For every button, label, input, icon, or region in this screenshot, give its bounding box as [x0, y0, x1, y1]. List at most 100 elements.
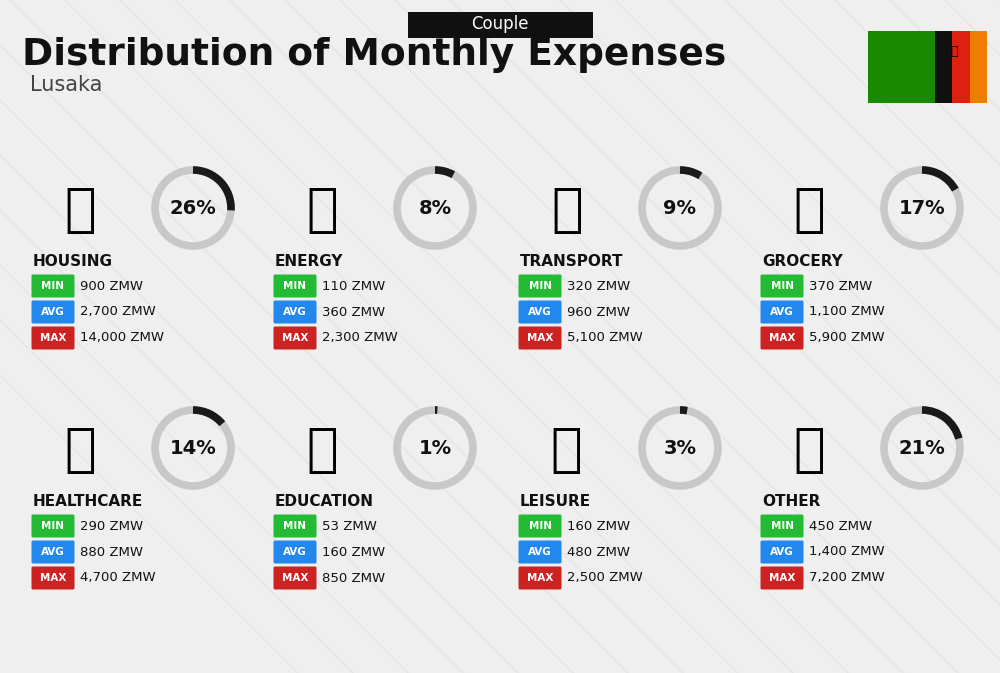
FancyBboxPatch shape	[274, 275, 316, 297]
FancyBboxPatch shape	[518, 514, 562, 538]
Text: 2,700 ZMW: 2,700 ZMW	[80, 306, 156, 318]
Text: 900 ZMW: 900 ZMW	[80, 279, 143, 293]
Text: 9%: 9%	[664, 199, 696, 217]
Text: AVG: AVG	[41, 547, 65, 557]
Text: ENERGY: ENERGY	[275, 254, 344, 269]
Text: HOUSING: HOUSING	[33, 254, 113, 269]
Text: 17%: 17%	[899, 199, 945, 217]
Text: GROCERY: GROCERY	[762, 254, 843, 269]
Text: 🛒: 🛒	[793, 184, 825, 236]
Text: MAX: MAX	[40, 573, 66, 583]
FancyBboxPatch shape	[274, 567, 316, 590]
Text: AVG: AVG	[41, 307, 65, 317]
Text: MIN: MIN	[42, 521, 64, 531]
Text: 2,500 ZMW: 2,500 ZMW	[567, 571, 643, 584]
FancyBboxPatch shape	[518, 540, 562, 563]
Text: Distribution of Monthly Expenses: Distribution of Monthly Expenses	[22, 37, 726, 73]
Text: MIN: MIN	[284, 521, 306, 531]
Text: 160 ZMW: 160 ZMW	[322, 546, 385, 559]
Text: AVG: AVG	[283, 307, 307, 317]
Text: MAX: MAX	[40, 333, 66, 343]
FancyBboxPatch shape	[518, 326, 562, 349]
Text: 4,700 ZMW: 4,700 ZMW	[80, 571, 156, 584]
FancyBboxPatch shape	[518, 275, 562, 297]
Text: 🩺: 🩺	[64, 424, 96, 476]
Text: 1,400 ZMW: 1,400 ZMW	[809, 546, 885, 559]
Text: MAX: MAX	[527, 573, 553, 583]
Text: 5,100 ZMW: 5,100 ZMW	[567, 332, 643, 345]
Text: 960 ZMW: 960 ZMW	[567, 306, 630, 318]
Text: MIN: MIN	[770, 281, 794, 291]
Text: TRANSPORT: TRANSPORT	[520, 254, 624, 269]
Text: EDUCATION: EDUCATION	[275, 495, 374, 509]
Text: AVG: AVG	[770, 547, 794, 557]
Text: 🏢: 🏢	[64, 184, 96, 236]
FancyBboxPatch shape	[274, 514, 316, 538]
Bar	[952, 31, 970, 103]
Text: AVG: AVG	[770, 307, 794, 317]
FancyBboxPatch shape	[32, 275, 74, 297]
Text: 880 ZMW: 880 ZMW	[80, 546, 143, 559]
Text: 💰: 💰	[793, 424, 825, 476]
Text: 370 ZMW: 370 ZMW	[809, 279, 872, 293]
Text: 14,000 ZMW: 14,000 ZMW	[80, 332, 164, 345]
Text: 8%: 8%	[418, 199, 452, 217]
FancyBboxPatch shape	[274, 326, 316, 349]
Text: MIN: MIN	[528, 521, 552, 531]
Text: MIN: MIN	[528, 281, 552, 291]
Text: 850 ZMW: 850 ZMW	[322, 571, 385, 584]
FancyBboxPatch shape	[32, 326, 74, 349]
Text: 21%: 21%	[899, 439, 945, 458]
FancyBboxPatch shape	[274, 301, 316, 324]
Text: MIN: MIN	[42, 281, 64, 291]
Text: AVG: AVG	[528, 547, 552, 557]
Text: 3%: 3%	[664, 439, 696, 458]
Text: 7,200 ZMW: 7,200 ZMW	[809, 571, 885, 584]
FancyBboxPatch shape	[761, 540, 804, 563]
Text: 5,900 ZMW: 5,900 ZMW	[809, 332, 885, 345]
Text: 1,100 ZMW: 1,100 ZMW	[809, 306, 885, 318]
Bar	[868, 31, 976, 103]
FancyBboxPatch shape	[761, 326, 804, 349]
Text: 360 ZMW: 360 ZMW	[322, 306, 385, 318]
Text: LEISURE: LEISURE	[520, 495, 591, 509]
Text: 🎓: 🎓	[306, 424, 338, 476]
FancyBboxPatch shape	[761, 275, 804, 297]
Text: 26%: 26%	[170, 199, 216, 217]
FancyBboxPatch shape	[32, 567, 74, 590]
FancyBboxPatch shape	[761, 514, 804, 538]
Text: 320 ZMW: 320 ZMW	[567, 279, 630, 293]
Text: 160 ZMW: 160 ZMW	[567, 520, 630, 532]
FancyBboxPatch shape	[761, 567, 804, 590]
Text: MAX: MAX	[527, 333, 553, 343]
Text: MAX: MAX	[282, 573, 308, 583]
FancyBboxPatch shape	[518, 301, 562, 324]
Text: 🚌: 🚌	[551, 184, 583, 236]
Bar	[935, 31, 952, 103]
Text: OTHER: OTHER	[762, 495, 820, 509]
FancyBboxPatch shape	[32, 540, 74, 563]
Text: MIN: MIN	[770, 521, 794, 531]
Text: MAX: MAX	[769, 573, 795, 583]
Text: 53 ZMW: 53 ZMW	[322, 520, 377, 532]
Text: 2,300 ZMW: 2,300 ZMW	[322, 332, 398, 345]
Text: 450 ZMW: 450 ZMW	[809, 520, 872, 532]
Text: 🛍️: 🛍️	[551, 424, 583, 476]
FancyBboxPatch shape	[408, 12, 592, 38]
Text: MAX: MAX	[769, 333, 795, 343]
Text: HEALTHCARE: HEALTHCARE	[33, 495, 143, 509]
Text: AVG: AVG	[283, 547, 307, 557]
Text: 110 ZMW: 110 ZMW	[322, 279, 385, 293]
Bar	[970, 31, 987, 103]
Text: Lusaka: Lusaka	[30, 75, 102, 95]
FancyBboxPatch shape	[32, 514, 74, 538]
Text: Couple: Couple	[471, 15, 529, 33]
Text: 🦅: 🦅	[951, 44, 958, 58]
FancyBboxPatch shape	[761, 301, 804, 324]
Text: 290 ZMW: 290 ZMW	[80, 520, 143, 532]
Text: 🏠: 🏠	[306, 184, 338, 236]
Text: 480 ZMW: 480 ZMW	[567, 546, 630, 559]
Text: 1%: 1%	[418, 439, 452, 458]
FancyBboxPatch shape	[518, 567, 562, 590]
Text: MAX: MAX	[282, 333, 308, 343]
